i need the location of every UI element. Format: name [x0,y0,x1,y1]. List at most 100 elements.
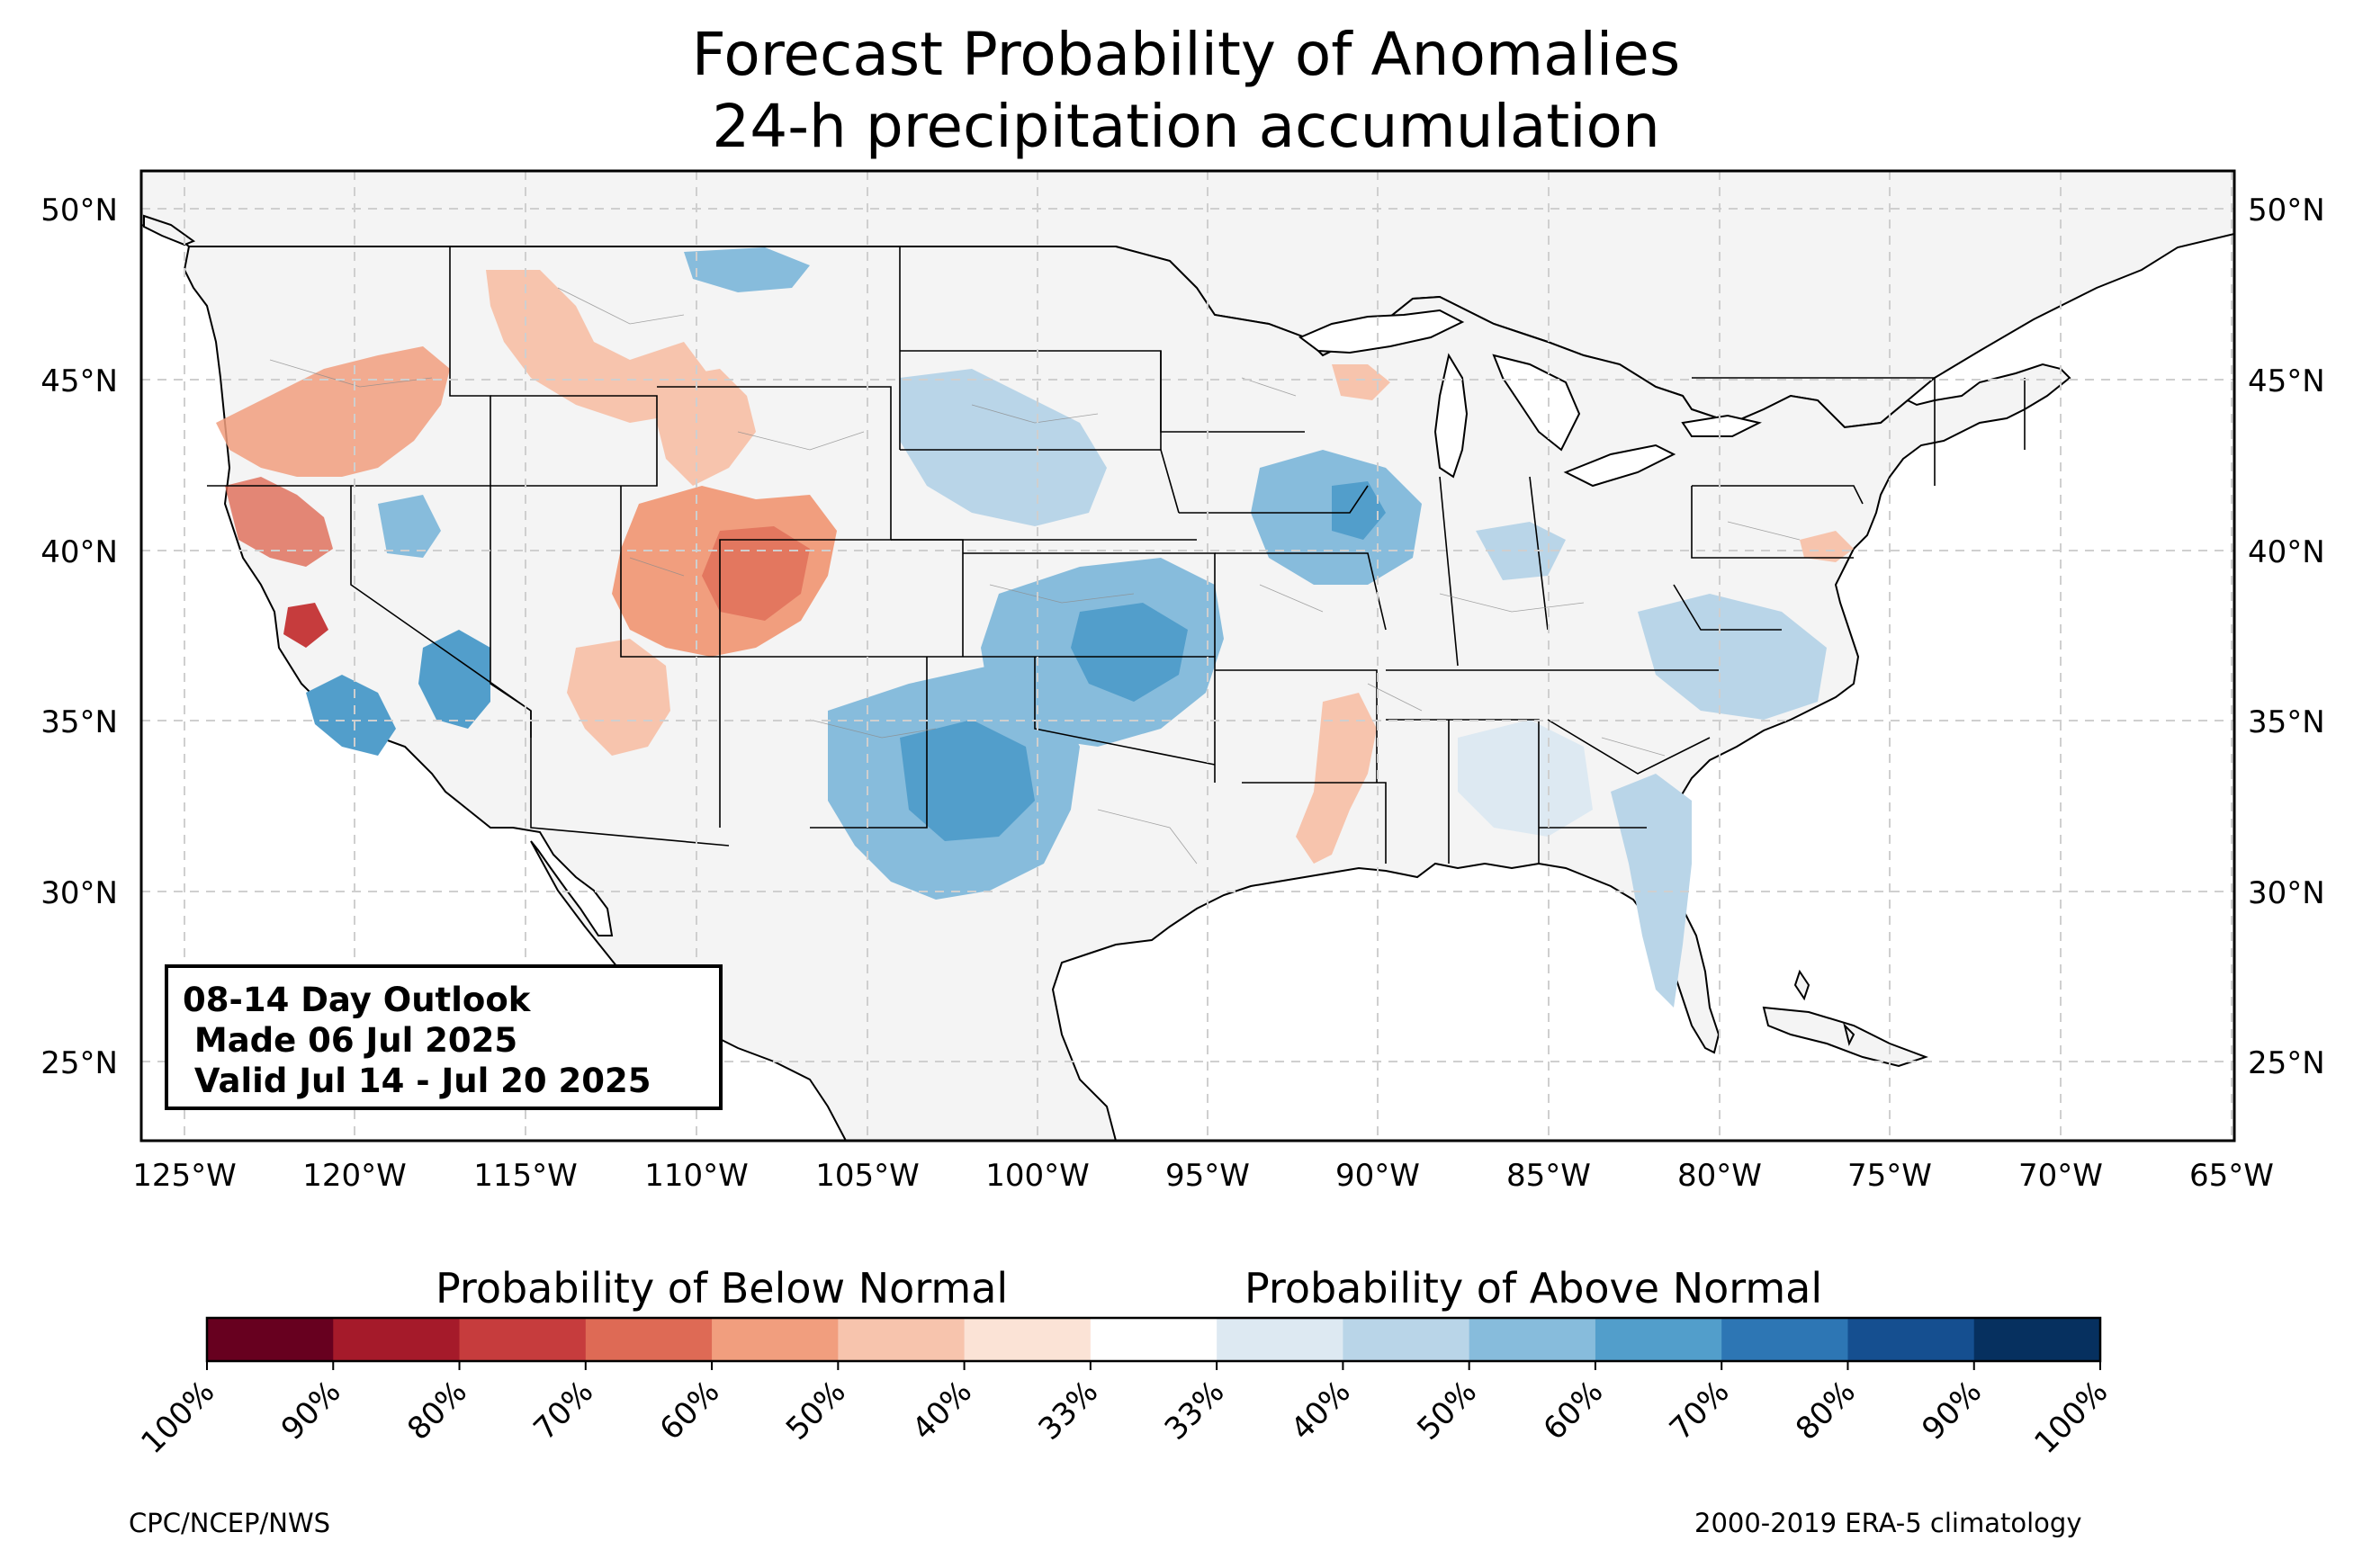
lon-label: 70°W [2018,1158,2103,1194]
colorbar-segment [1090,1318,1217,1361]
state-border [927,656,1216,783]
lat-label: 25°N [2248,1045,2325,1081]
above-ne-sd [900,369,1107,526]
state-border [449,246,491,486]
colorbar-tick-label: 70% [526,1374,600,1447]
below-central-ca [283,603,328,648]
colorbar-segment [1721,1318,1848,1361]
colorbar-segment [207,1318,334,1361]
colorbar-tick-label: 40% [905,1374,979,1447]
state-border [1179,485,1369,514]
outlook-info-box: 08-14 Day Outlook Made 06 Jul 2025 Valid… [165,964,723,1110]
lat-label: 45°N [2248,363,2325,399]
colorbar-tick-label: 50% [1410,1374,1484,1447]
lon-labels: 125°W 120°W 115°W 110°W 105°W 100°W 95°W… [132,1158,2274,1194]
colorbar-tick-label: 60% [653,1374,727,1447]
lon-label: 125°W [132,1158,237,1194]
state-border [1547,719,1711,775]
above-nm-tx-core [900,720,1035,841]
below-norcal [225,477,333,567]
lat-label: 35°N [40,704,118,740]
colorbar-segment [1217,1318,1343,1361]
anomaly-shading [216,247,1854,1008]
colorbar-tick-label: 100% [2027,1374,2115,1461]
lon-label: 85°W [1506,1158,1591,1194]
below-wyoming [657,369,756,486]
footer-source: CPC/NCEP/NWS [129,1508,331,1538]
lat-label: 25°N [40,1045,118,1081]
lon-label: 90°W [1335,1158,1420,1194]
cuba-land [1762,1006,1928,1068]
colorbar-segment [964,1318,1092,1361]
colorbar-tick-label: 60% [1537,1374,1611,1447]
colorbar-tick-label: 100% [134,1374,221,1461]
lon-label: 65°W [2189,1158,2274,1194]
colorbar-ticks: 100% 90% 80% 70% 60% 50% 40% 33% 33% 40% 50% 60% 70%… [134,1361,2115,1461]
lat-label: 40°N [40,534,118,570]
lon-label: 120°W [302,1158,407,1194]
colorbar-tick-label: 50% [779,1374,853,1447]
state-border [900,449,1180,514]
above-ks-ok-core [1071,603,1188,702]
colorbar-segment [459,1318,587,1361]
lat-label: 30°N [40,875,118,911]
lat-label: 45°N [40,363,118,399]
state-border [1673,584,1782,631]
map-frame [139,169,2236,1142]
state-border [620,486,927,658]
state-border [810,657,928,829]
above-il-core [1332,481,1386,540]
colorbar-segment [585,1318,713,1361]
colorbar-segment [712,1318,839,1361]
state-border [351,485,532,712]
state-border [1529,476,1549,631]
bahamas-land [1793,969,1855,1046]
colorbar-tick-label: 33% [1032,1374,1106,1447]
state-border [1034,657,1216,766]
outlook-valid-range: Valid Jul 14 - Jul 20 2025 [183,1062,651,1100]
below-ms-la [1296,693,1377,864]
map-title-line2: 24-h precipitation accumulation [712,92,1660,161]
colorbar-tick-label: 90% [1915,1374,1989,1447]
colorbar-tick-label: 33% [1158,1374,1232,1447]
above-ga-al [1458,720,1593,837]
below-arizona [567,639,670,756]
lon-label: 80°W [1677,1158,1762,1194]
lon-label: 75°W [1847,1158,1932,1194]
colorbar-below-label: Probability of Below Normal [436,1264,1009,1313]
lon-label: 115°W [473,1158,578,1194]
colorbar-tick-label: 90% [274,1374,348,1447]
above-va-nc [1638,594,1827,720]
lon-label: 100°W [985,1158,1090,1194]
below-pa [1800,531,1854,562]
lake-superior [1298,309,1465,354]
above-socal [306,675,396,756]
colorbar-segment [333,1318,461,1361]
county-lines [269,287,1801,865]
state-border [1439,476,1459,667]
lat-labels-right: 50°N 45°N 40°N 35°N 30°N 25°N [2248,193,2325,1081]
colorbar-above-label: Probability of Above Normal [1244,1264,1823,1313]
state-border [1691,486,1854,559]
lat-label: 50°N [40,193,118,228]
lat-label: 30°N [2248,875,2325,911]
below-idaho [486,270,711,423]
lat-label: 50°N [2248,193,2325,228]
colorbar-tick-label: 80% [1789,1374,1863,1447]
lat-labels-left: 50°N 45°N 40°N 35°N 30°N 25°N [40,193,118,1081]
footer-climatology: 2000-2019 ERA-5 climatology [1694,1508,2082,1538]
state-border [490,395,658,487]
map-content [141,171,2234,1141]
state-borders [207,246,2026,864]
state-border [1160,351,1305,433]
map-title-line1: Forecast Probability of Anomalies [691,20,1681,89]
state-border [1692,485,1864,505]
colorbar-segment [838,1318,966,1361]
colorbar-segment [1973,1318,2101,1361]
lat-label: 40°N [2248,534,2325,570]
outlook-period: 08-14 Day Outlook [183,981,531,1019]
colorbar-frame [205,1316,2102,1363]
outlook-made-date: Made 06 Jul 2025 [183,1021,518,1060]
colorbar-segment [1469,1318,1596,1361]
